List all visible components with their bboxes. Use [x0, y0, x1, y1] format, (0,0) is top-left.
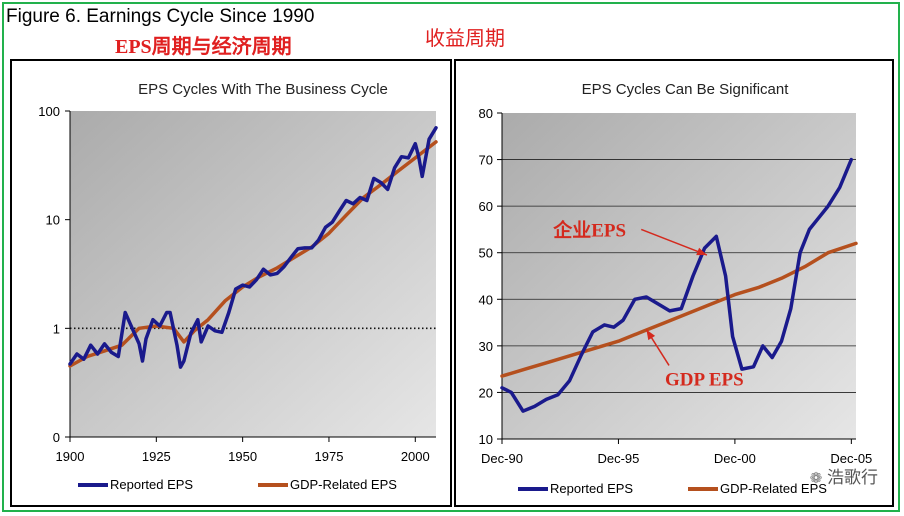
watermark-text: 浩歌行: [827, 468, 878, 487]
right-chart: EPS Cycles Can Be Significant 10 20 30 40 50 6…: [479, 81, 873, 496]
x-tick-label: 1900: [56, 449, 85, 464]
series-line-gdp-eps: [500, 241, 858, 378]
annotation-arrow: [640, 228, 708, 256]
y-tick-label: 80: [479, 106, 493, 121]
x-tick-label: Dec-05: [830, 451, 872, 466]
left-chart: EPS Cycles With The Business Cycle100101…: [38, 81, 438, 492]
right-chart-panel: EPS Cycles Can Be Significant 10 20 30 40 50 6…: [454, 59, 894, 507]
annotation-label: GDP EPS: [665, 369, 744, 390]
x-tick-label: 1975: [315, 449, 344, 464]
annotation-arrowhead: [696, 247, 707, 256]
y-tick-label: 10: [46, 213, 60, 228]
y-tick-label: 50: [479, 246, 493, 261]
x-tick-label: 1925: [142, 449, 171, 464]
x-tick-label: Dec-90: [481, 451, 523, 466]
y-tick-label: 40: [479, 292, 493, 307]
legend-label: GDP-Related EPS: [290, 477, 397, 492]
chinese-subtitle-2: 收益周期: [425, 28, 505, 50]
y-tick-label: 70: [479, 153, 493, 168]
y-tick-label: 1: [53, 321, 60, 336]
chart-title: EPS Cycles Can Be Significant: [582, 81, 790, 98]
y-tick-label: 30: [479, 339, 493, 354]
y-tick-label: 0: [53, 430, 60, 445]
x-tick-label: Dec-00: [714, 451, 756, 466]
x-tick-label: 2000: [401, 449, 430, 464]
annotation-label: 企业EPS: [552, 218, 626, 241]
annotation-arrowhead: [646, 329, 656, 341]
figure-title: Figure 6. Earnings Cycle Since 1990: [6, 6, 315, 27]
left-chart-panel: EPS Cycles With The Business Cycle 100 10 1…: [10, 59, 452, 507]
y-tick-label: 20: [479, 385, 493, 400]
y-tick-label: 60: [479, 199, 493, 214]
legend-label: GDP-Related EPS: [720, 481, 827, 496]
x-tick-label: 1950: [228, 449, 257, 464]
wechat-icon: ❁: [809, 470, 823, 487]
y-tick-label: 100: [38, 104, 60, 119]
x-tick-label: Dec-95: [597, 451, 639, 466]
watermark: ❁ 浩歌行: [810, 463, 878, 488]
chart-title: EPS Cycles With The Business Cycle: [138, 81, 388, 98]
series-line-reported-eps: [500, 157, 854, 413]
legend-label: Reported EPS: [110, 477, 193, 492]
series-line-reported-eps: [68, 126, 438, 369]
plot-area: [70, 111, 436, 437]
legend-label: Reported EPS: [550, 481, 633, 496]
chinese-subtitle: EPS周期与经济周期: [115, 36, 292, 58]
y-tick-label: 10: [479, 432, 493, 447]
